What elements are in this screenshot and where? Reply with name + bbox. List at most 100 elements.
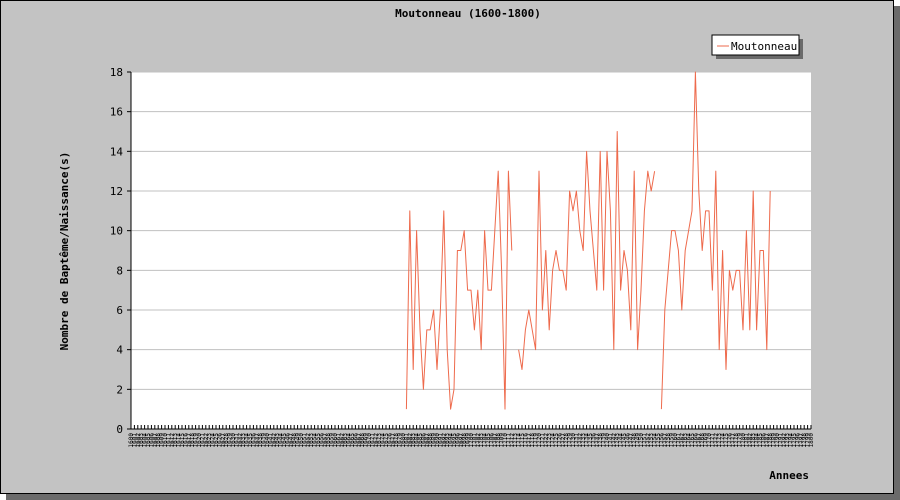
x-tick-label: 1638 <box>257 433 264 448</box>
legend-box <box>711 34 800 56</box>
x-tick-label: 1774 <box>720 433 727 448</box>
y-tick-label: 6 <box>116 304 123 317</box>
x-tick-label: 1778 <box>733 433 740 448</box>
x-tick-label: 1757 <box>662 433 669 448</box>
x-tick-label: 1693 <box>444 433 451 448</box>
x-tick-label: 1681 <box>403 433 410 448</box>
x-tick-label: 1734 <box>584 433 591 448</box>
x-tick-label: 1766 <box>692 433 699 448</box>
x-tick-label: 1699 <box>465 433 472 448</box>
x-tick-label: 1781 <box>743 433 750 448</box>
x-tick-label: 1624 <box>210 433 217 448</box>
x-tick-label: 1732 <box>577 433 584 448</box>
x-tick-label: 1662 <box>339 433 346 448</box>
x-tick-label: 1634 <box>244 433 251 448</box>
x-tick-label: 1665 <box>349 433 356 448</box>
x-tick-label: 1668 <box>359 433 366 448</box>
x-tick-label: 1710 <box>502 433 509 448</box>
x-tick-label: 1728 <box>563 433 570 448</box>
x-tick-label: 1721 <box>539 433 546 448</box>
x-tick-label: 1790 <box>774 433 781 448</box>
x-tick-label: 1733 <box>580 433 587 448</box>
x-tick-label: 1708 <box>495 433 502 448</box>
x-tick-label: 1601 <box>131 433 138 448</box>
x-tick-label: 1720 <box>536 433 543 448</box>
x-tick-label: 1759 <box>669 433 676 448</box>
x-tick-label: 1695 <box>451 433 458 448</box>
x-tick-label: 1619 <box>193 433 200 448</box>
x-tick-label: 1692 <box>441 433 448 448</box>
x-tick-label: 1706 <box>488 433 495 448</box>
x-tick-label: 1723 <box>546 433 553 448</box>
x-tick-label: 1655 <box>315 433 322 448</box>
x-tick-label: 1763 <box>682 433 689 448</box>
x-tick-label: 1691 <box>437 433 444 448</box>
x-tick-label: 1604 <box>142 433 149 448</box>
x-tick-label: 1785 <box>757 433 764 448</box>
x-tick-label: 1719 <box>533 433 540 448</box>
x-tick-label: 1613 <box>172 433 179 448</box>
x-tick-label: 1754 <box>652 433 659 448</box>
x-tick-label: 1779 <box>737 433 744 448</box>
x-tick-label: 1753 <box>648 433 655 448</box>
x-tick-label: 1726 <box>556 433 563 448</box>
y-tick-label: 0 <box>116 423 123 436</box>
x-tick-label: 1714 <box>516 433 523 448</box>
x-tick-label: 1760 <box>672 433 679 448</box>
x-tick-label: 1632 <box>237 433 244 448</box>
x-tick-label: 1738 <box>597 433 604 448</box>
x-tick-label: 1701 <box>471 433 478 448</box>
x-tick-label: 1600 <box>128 433 135 448</box>
series-line <box>660 71 771 410</box>
x-tick-label: 1786 <box>760 433 767 448</box>
x-tick-label: 1617 <box>186 433 193 448</box>
x-tick-label: 1776 <box>726 433 733 448</box>
x-tick-label: 1687 <box>424 433 431 448</box>
x-tick-label: 1614 <box>176 433 183 448</box>
x-tick-label: 1746 <box>624 433 631 448</box>
x-tick-label: 1680 <box>400 433 407 448</box>
x-tick-label: 1661 <box>335 433 342 448</box>
x-tick-label: 1787 <box>764 433 771 448</box>
x-axis-title: Annees <box>769 469 809 482</box>
x-tick-label: 1783 <box>750 433 757 448</box>
x-tick-label: 1611 <box>165 433 172 448</box>
x-tick-label: 1644 <box>278 433 285 448</box>
y-tick-label: 16 <box>110 106 123 119</box>
x-tick-label: 1683 <box>410 433 417 448</box>
x-tick-label: 1784 <box>754 433 761 448</box>
x-tick-label: 1775 <box>723 433 730 448</box>
x-tick-label: 1758 <box>665 433 672 448</box>
x-tick-label: 1697 <box>458 433 465 448</box>
x-tick-label: 1713 <box>512 433 519 448</box>
x-tick-label: 1730 <box>570 433 577 448</box>
x-tick-label: 1620 <box>196 433 203 448</box>
x-tick-label: 1606 <box>148 433 155 448</box>
y-tick-label: 4 <box>116 344 123 357</box>
x-tick-label: 1664 <box>346 433 353 448</box>
x-tick-label: 1674 <box>380 433 387 448</box>
x-tick-label: 1736 <box>590 433 597 448</box>
y-tick-label: 10 <box>110 225 123 238</box>
x-tick-label: 1752 <box>645 433 652 448</box>
x-tick-label: 1609 <box>159 433 166 448</box>
x-tick-label: 1659 <box>329 433 336 448</box>
x-tick-label: 1670 <box>366 433 373 448</box>
x-tick-label: 1709 <box>499 433 506 448</box>
x-tick-label: 1743 <box>614 433 621 448</box>
x-tick-label: 1690 <box>434 433 441 448</box>
x-tick-label: 1660 <box>332 433 339 448</box>
x-tick-label: 1755 <box>655 433 662 448</box>
x-tick-label: 1727 <box>560 433 567 448</box>
x-tick-label: 1622 <box>203 433 210 448</box>
x-tick-label: 1799 <box>805 433 812 448</box>
x-tick-label: 1646 <box>284 433 291 448</box>
x-tick-label: 1610 <box>162 433 169 448</box>
series-line <box>518 131 656 370</box>
x-tick-label: 1633 <box>240 433 247 448</box>
x-tick-label: 1643 <box>274 433 281 448</box>
x-tick-label: 1605 <box>145 433 152 448</box>
x-tick-label: 1742 <box>611 433 618 448</box>
x-tick-label: 1688 <box>427 433 434 448</box>
x-tick-label: 1797 <box>798 433 805 448</box>
